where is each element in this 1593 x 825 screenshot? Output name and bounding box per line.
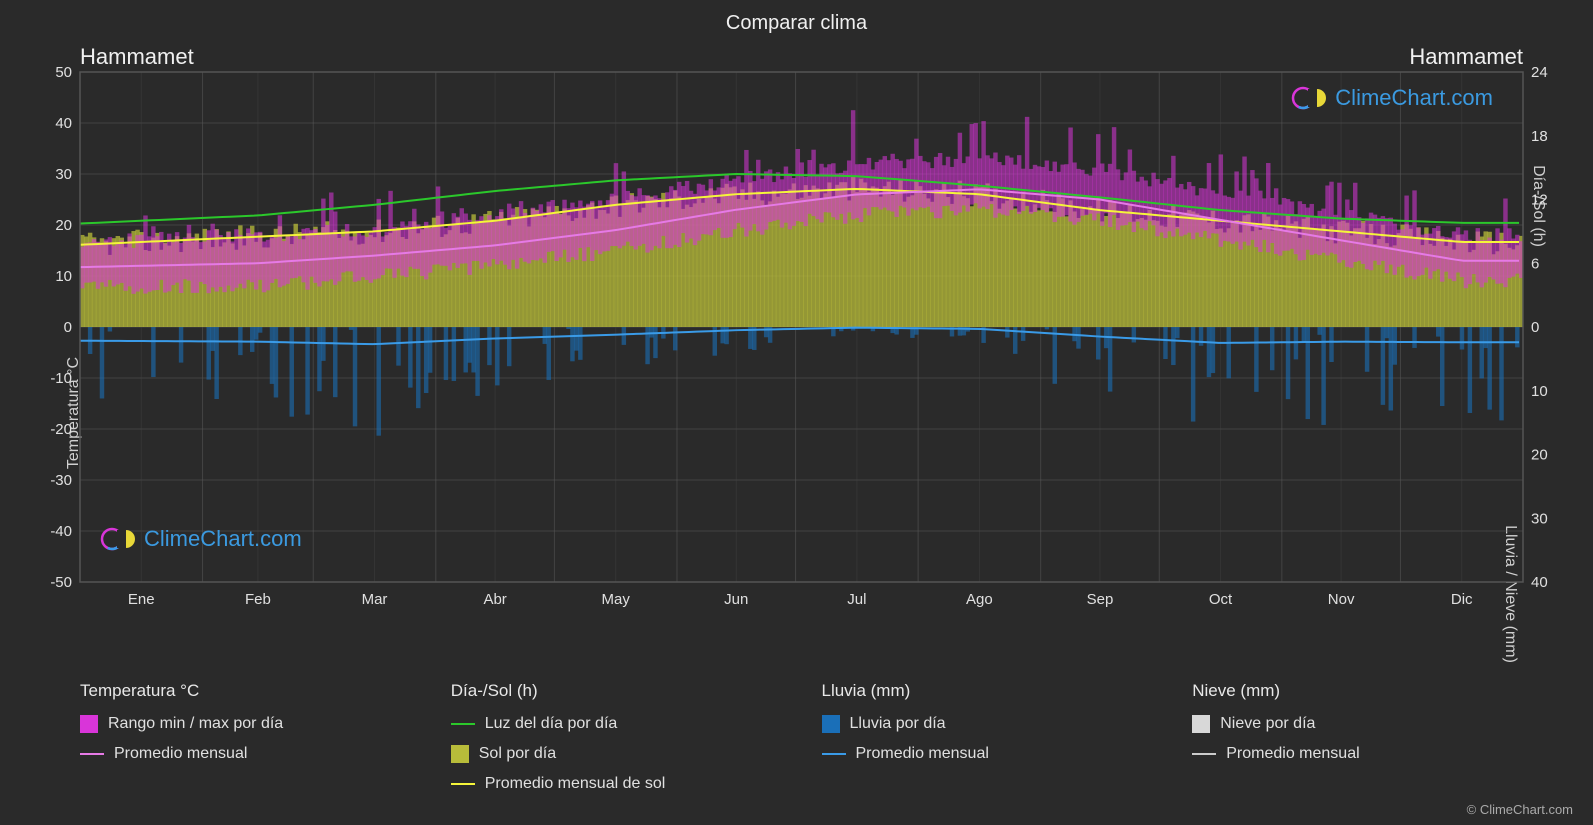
svg-text:40: 40 xyxy=(55,115,72,132)
location-label-right: Hammamet xyxy=(1409,44,1523,70)
svg-text:0: 0 xyxy=(64,319,72,336)
legend-item: Rango min / max por día xyxy=(80,715,411,733)
legend-item: Promedio mensual xyxy=(1192,745,1523,763)
swatch-daylight xyxy=(451,723,475,725)
svg-text:10: 10 xyxy=(1531,383,1548,400)
swatch-rain-avg xyxy=(822,753,846,755)
svg-text:Ene: Ene xyxy=(128,591,155,608)
plot-svg: -50-40-30-20-100102030405006121824102030… xyxy=(80,72,1523,582)
svg-text:Ago: Ago xyxy=(966,591,993,608)
svg-text:Nov: Nov xyxy=(1328,591,1355,608)
swatch-snow-fill xyxy=(1192,715,1210,733)
legend-label: Sol por día xyxy=(479,745,556,763)
legend-col-snow: Nieve (mm) Nieve por día Promedio mensua… xyxy=(1192,681,1523,805)
legend-item: Promedio mensual xyxy=(80,745,411,763)
swatch-temp-range xyxy=(80,715,98,733)
svg-text:Jun: Jun xyxy=(724,591,748,608)
legend-title: Lluvia (mm) xyxy=(822,681,1153,701)
legend-item: Luz del día por día xyxy=(451,715,782,733)
chart-title: Comparar clima xyxy=(0,0,1593,35)
legend-label: Promedio mensual xyxy=(114,745,247,763)
svg-text:12: 12 xyxy=(1531,192,1548,209)
svg-text:18: 18 xyxy=(1531,128,1548,145)
svg-text:Mar: Mar xyxy=(362,591,388,608)
legend-item: Lluvia por día xyxy=(822,715,1153,733)
svg-text:-40: -40 xyxy=(50,523,72,540)
location-label-left: Hammamet xyxy=(80,44,194,70)
legend-label: Nieve por día xyxy=(1220,715,1315,733)
brand-logo-icon xyxy=(1291,84,1327,112)
plot-area: -50-40-30-20-100102030405006121824102030… xyxy=(80,72,1523,582)
svg-text:Sep: Sep xyxy=(1087,591,1114,608)
svg-text:30: 30 xyxy=(55,166,72,183)
legend: Temperatura °C Rango min / max por día P… xyxy=(80,681,1523,805)
svg-text:May: May xyxy=(602,591,631,608)
swatch-rain-fill xyxy=(822,715,840,733)
legend-label: Promedio mensual xyxy=(1226,745,1359,763)
legend-label: Rango min / max por día xyxy=(108,715,283,733)
watermark-text: ClimeChart.com xyxy=(144,526,302,552)
legend-col-temp: Temperatura °C Rango min / max por día P… xyxy=(80,681,411,805)
swatch-temp-avg xyxy=(80,753,104,755)
legend-col-rain: Lluvia (mm) Lluvia por día Promedio mens… xyxy=(822,681,1153,805)
svg-text:20: 20 xyxy=(55,217,72,234)
legend-label: Luz del día por día xyxy=(485,715,618,733)
legend-label: Promedio mensual xyxy=(856,745,989,763)
legend-item: Promedio mensual de sol xyxy=(451,775,782,793)
legend-label: Promedio mensual de sol xyxy=(485,775,666,793)
legend-col-daysun: Día-/Sol (h) Luz del día por día Sol por… xyxy=(451,681,782,805)
swatch-sun-avg xyxy=(451,783,475,785)
svg-text:-50: -50 xyxy=(50,574,72,591)
svg-text:-20: -20 xyxy=(50,421,72,438)
svg-text:Feb: Feb xyxy=(245,591,271,608)
legend-item: Sol por día xyxy=(451,745,782,763)
brand-logo-icon xyxy=(100,525,136,553)
watermark-bottom: ClimeChart.com xyxy=(100,525,302,553)
legend-label: Lluvia por día xyxy=(850,715,946,733)
legend-title: Temperatura °C xyxy=(80,681,411,701)
svg-text:40: 40 xyxy=(1531,574,1548,591)
legend-item: Promedio mensual xyxy=(822,745,1153,763)
svg-text:0: 0 xyxy=(1531,319,1539,336)
svg-text:Dic: Dic xyxy=(1451,591,1473,608)
svg-text:30: 30 xyxy=(1531,510,1548,527)
svg-text:10: 10 xyxy=(55,268,72,285)
watermark-top: ClimeChart.com xyxy=(1291,84,1493,112)
svg-text:24: 24 xyxy=(1531,64,1548,81)
svg-text:-30: -30 xyxy=(50,472,72,489)
svg-text:50: 50 xyxy=(55,64,72,81)
svg-text:Oct: Oct xyxy=(1209,591,1233,608)
svg-text:Abr: Abr xyxy=(483,591,506,608)
svg-text:Jul: Jul xyxy=(847,591,866,608)
svg-text:6: 6 xyxy=(1531,255,1539,272)
chart-container: Comparar clima Hammamet Hammamet Tempera… xyxy=(0,0,1593,825)
copyright-text: © ClimeChart.com xyxy=(1467,802,1573,817)
legend-item: Nieve por día xyxy=(1192,715,1523,733)
svg-text:20: 20 xyxy=(1531,447,1548,464)
swatch-snow-avg xyxy=(1192,753,1216,755)
swatch-sun-fill xyxy=(451,745,469,763)
legend-title: Día-/Sol (h) xyxy=(451,681,782,701)
svg-text:-10: -10 xyxy=(50,370,72,387)
legend-title: Nieve (mm) xyxy=(1192,681,1523,701)
watermark-text: ClimeChart.com xyxy=(1335,85,1493,111)
